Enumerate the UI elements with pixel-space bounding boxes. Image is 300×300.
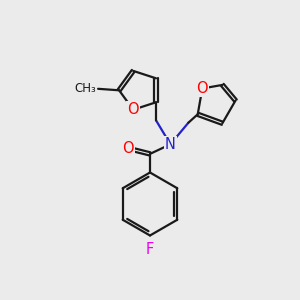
Text: N: N xyxy=(165,137,176,152)
Text: O: O xyxy=(128,102,139,117)
Text: F: F xyxy=(146,242,154,257)
Text: O: O xyxy=(123,141,134,156)
Text: CH₃: CH₃ xyxy=(75,82,97,95)
Text: O: O xyxy=(196,81,208,96)
